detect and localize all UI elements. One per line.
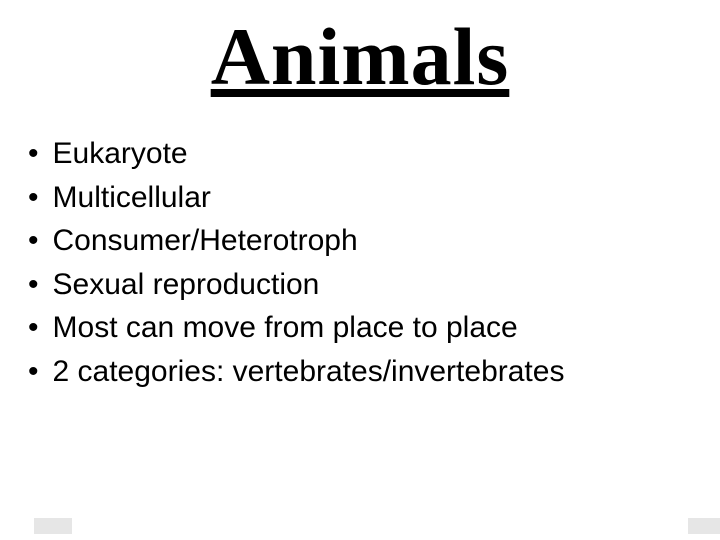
bullet-list: • Eukaryote • Multicellular • Consumer/H… xyxy=(20,132,700,393)
bullet-text: Eukaryote xyxy=(53,132,700,176)
bullet-icon: • xyxy=(28,350,39,394)
bullet-text: Multicellular xyxy=(53,176,700,220)
bullet-text: Most can move from place to place xyxy=(53,306,700,350)
footer-right-block xyxy=(688,518,720,534)
footer-left-block xyxy=(34,518,72,534)
list-item: • Multicellular xyxy=(28,176,700,220)
bullet-icon: • xyxy=(28,219,39,263)
bullet-text: 2 categories: vertebrates/invertebrates xyxy=(53,350,700,394)
list-item: • Eukaryote xyxy=(28,132,700,176)
bullet-text: Sexual reproduction xyxy=(53,263,700,307)
bullet-icon: • xyxy=(28,176,39,220)
list-item: • Most can move from place to place xyxy=(28,306,700,350)
bullet-icon: • xyxy=(28,306,39,350)
bullet-icon: • xyxy=(28,263,39,307)
bullet-text: Consumer/Heterotroph xyxy=(53,219,700,263)
list-item: • 2 categories: vertebrates/invertebrate… xyxy=(28,350,700,394)
list-item: • Consumer/Heterotroph xyxy=(28,219,700,263)
slide-title: Animals xyxy=(20,10,700,104)
bullet-icon: • xyxy=(28,132,39,176)
footer-decoration xyxy=(20,514,720,534)
list-item: • Sexual reproduction xyxy=(28,263,700,307)
slide-container: Animals • Eukaryote • Multicellular • Co… xyxy=(0,0,720,540)
